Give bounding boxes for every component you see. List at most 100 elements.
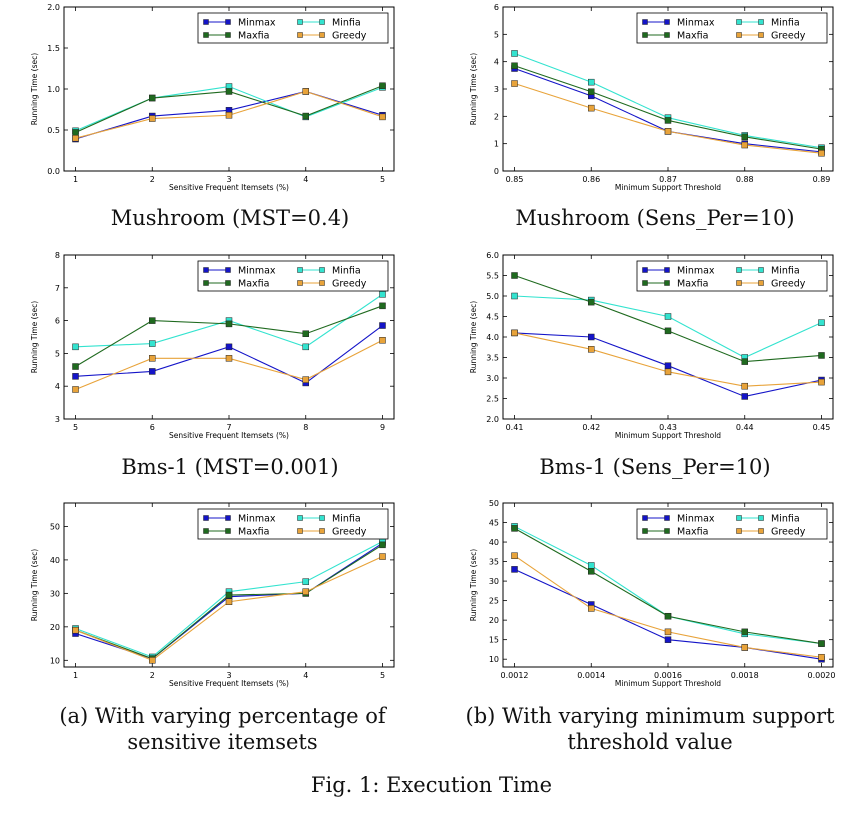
data-point-greedy xyxy=(818,378,825,386)
data-point-greedy xyxy=(741,644,748,651)
data-point-maxfia xyxy=(741,358,748,365)
data-point-minmax xyxy=(588,333,595,341)
legend-marker xyxy=(758,280,764,286)
y-tick-label: 0 xyxy=(494,167,499,176)
data-point-greedy xyxy=(588,605,595,612)
data-point-maxfia xyxy=(664,327,672,335)
data-point-greedy xyxy=(225,598,233,605)
caption-column-a: (a) With varying percentage of sensitive… xyxy=(59,704,386,755)
legend-label-minmax: Minmax xyxy=(238,266,276,277)
data-point-greedy xyxy=(302,88,309,95)
y-axis-label: Running Time (sec) xyxy=(30,53,39,125)
legend-marker xyxy=(225,528,231,534)
legend-label-minfia: Minfia xyxy=(332,18,361,29)
y-tick-label: 30 xyxy=(50,589,60,598)
chart-panel-4: 1 2 3 4 5 10 20 30 40 50 Sensitive Frequent Itemse… xyxy=(30,502,395,688)
chart-panel-5: 0.0012 0.0014 0.0016 0.0018 0.0020 10 15 20 25 30… xyxy=(469,499,835,688)
legend-marker xyxy=(736,32,742,38)
x-tick-label: 0.88 xyxy=(736,175,754,184)
data-point-minfia xyxy=(302,343,309,351)
x-tick-label: 5 xyxy=(73,423,78,432)
legend-marker xyxy=(758,267,764,273)
x-tick-label: 0.0014 xyxy=(577,671,605,680)
legend-box xyxy=(636,12,828,44)
data-point-maxfia xyxy=(511,525,518,532)
x-tick-label: 4 xyxy=(303,671,308,680)
legend-box xyxy=(636,508,828,540)
x-tick-label: 0.0012 xyxy=(501,671,529,680)
data-point-maxfia xyxy=(588,568,595,575)
data-point-maxfia xyxy=(225,320,233,328)
y-tick-label: 1.0 xyxy=(47,85,60,94)
legend-label-greedy: Greedy xyxy=(771,527,806,538)
y-axis-label: Running Time (sec) xyxy=(30,301,39,373)
y-tick-label: 3 xyxy=(494,85,499,94)
data-point-greedy xyxy=(379,553,386,560)
y-tick-label: 7 xyxy=(55,284,60,293)
y-tick-label: 6.0 xyxy=(486,251,499,260)
data-point-minfia xyxy=(149,340,156,347)
y-tick-label: 40 xyxy=(50,556,60,565)
legend-marker xyxy=(297,280,303,286)
data-point-minfia xyxy=(379,291,386,298)
y-tick-label: 3.5 xyxy=(486,354,499,363)
y-tick-label: 15 xyxy=(489,636,499,645)
data-point-minmax xyxy=(149,368,156,375)
x-tick-label: 0.44 xyxy=(736,423,754,432)
legend-marker xyxy=(736,515,742,521)
legend-label-maxfia: Maxfia xyxy=(677,279,708,290)
legend-marker xyxy=(758,515,764,521)
y-tick-label: 50 xyxy=(489,499,499,508)
data-point-minmax xyxy=(664,362,672,369)
y-tick-label: 0.0 xyxy=(47,167,60,176)
legend-marker xyxy=(758,19,764,25)
data-point-greedy xyxy=(149,355,156,362)
data-point-maxfia xyxy=(818,640,825,647)
x-tick-label: 0.42 xyxy=(582,423,600,432)
y-axis-label: Running Time (sec) xyxy=(30,549,39,621)
legend-marker xyxy=(319,267,325,273)
x-tick-label: 5 xyxy=(380,175,385,184)
legend-marker xyxy=(297,267,303,273)
legend-label-greedy: Greedy xyxy=(332,31,367,42)
data-point-maxfia xyxy=(588,298,595,306)
legend-marker xyxy=(297,515,303,521)
data-point-maxfia xyxy=(818,352,825,359)
chart-panel-3: 0.41 0.42 0.43 0.44 0.45 2.0 2.5 3.0 3.5 4.0 4.5 5.… xyxy=(469,251,834,440)
y-tick-label: 40 xyxy=(489,538,499,547)
legend-marker xyxy=(642,267,648,273)
y-tick-label: 3 xyxy=(55,415,60,424)
data-point-maxfia xyxy=(741,628,748,636)
data-point-minmax xyxy=(379,322,386,329)
x-tick-label: 0.43 xyxy=(659,423,677,432)
legend-label-minfia: Minfia xyxy=(332,266,361,277)
x-axis-label: Minimum Support Threshold xyxy=(615,431,721,440)
y-tick-label: 1.5 xyxy=(47,44,60,53)
data-point-maxfia xyxy=(588,88,595,95)
data-point-minfia xyxy=(511,292,518,300)
x-axis-label: Sensitive Frequent Itemsets (%) xyxy=(169,679,289,688)
legend-label-minfia: Minfia xyxy=(771,18,800,29)
y-tick-label: 2.5 xyxy=(486,395,499,404)
data-point-greedy xyxy=(225,111,233,119)
legend-label-greedy: Greedy xyxy=(332,527,367,538)
y-tick-label: 45 xyxy=(489,519,499,528)
data-point-maxfia xyxy=(302,330,309,337)
data-point-greedy xyxy=(149,657,156,664)
y-tick-label: 0.5 xyxy=(47,126,60,135)
caption-mushroom-sensper: Mushroom (Sens_Per=10) xyxy=(515,206,795,230)
data-point-maxfia xyxy=(379,302,386,310)
legend-marker xyxy=(203,19,209,25)
x-tick-label: 7 xyxy=(226,423,231,432)
chart-panel-0: 1 2 3 4 5 0.0 0.5 1.0 1.5 2.0 Sensitive Frequent I… xyxy=(30,3,395,192)
data-point-greedy xyxy=(225,355,233,362)
y-tick-label: 20 xyxy=(489,616,499,625)
data-point-minfia xyxy=(588,562,595,569)
y-tick-label: 50 xyxy=(50,522,60,531)
x-tick-label: 0.0016 xyxy=(654,671,682,680)
data-point-greedy xyxy=(664,128,672,135)
data-point-greedy xyxy=(302,376,309,383)
data-point-minfia xyxy=(664,313,672,320)
y-tick-label: 25 xyxy=(489,597,499,606)
legend-marker xyxy=(297,32,303,38)
